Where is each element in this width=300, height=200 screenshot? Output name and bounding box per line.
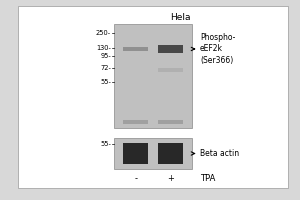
Bar [114, 138, 192, 169]
Text: Hela: Hela [170, 13, 190, 22]
Bar [123, 143, 148, 164]
Bar [158, 45, 183, 53]
Text: 95-: 95- [100, 53, 111, 59]
Text: Phospho-
eEF2k
(Ser366): Phospho- eEF2k (Ser366) [200, 33, 236, 65]
Bar [158, 68, 183, 72]
Bar [123, 120, 148, 124]
Text: 55-: 55- [100, 141, 111, 147]
Text: +: + [167, 174, 174, 183]
Text: 130-: 130- [96, 45, 111, 51]
Text: 250-: 250- [96, 30, 111, 36]
Text: 55-: 55- [100, 79, 111, 85]
Bar [123, 47, 148, 51]
Text: Beta actin: Beta actin [200, 149, 239, 158]
Text: -: - [134, 174, 137, 183]
Text: 72-: 72- [100, 65, 111, 71]
Text: TPA: TPA [200, 174, 215, 183]
Bar [114, 24, 192, 128]
Bar [158, 143, 183, 164]
Bar [158, 120, 183, 124]
